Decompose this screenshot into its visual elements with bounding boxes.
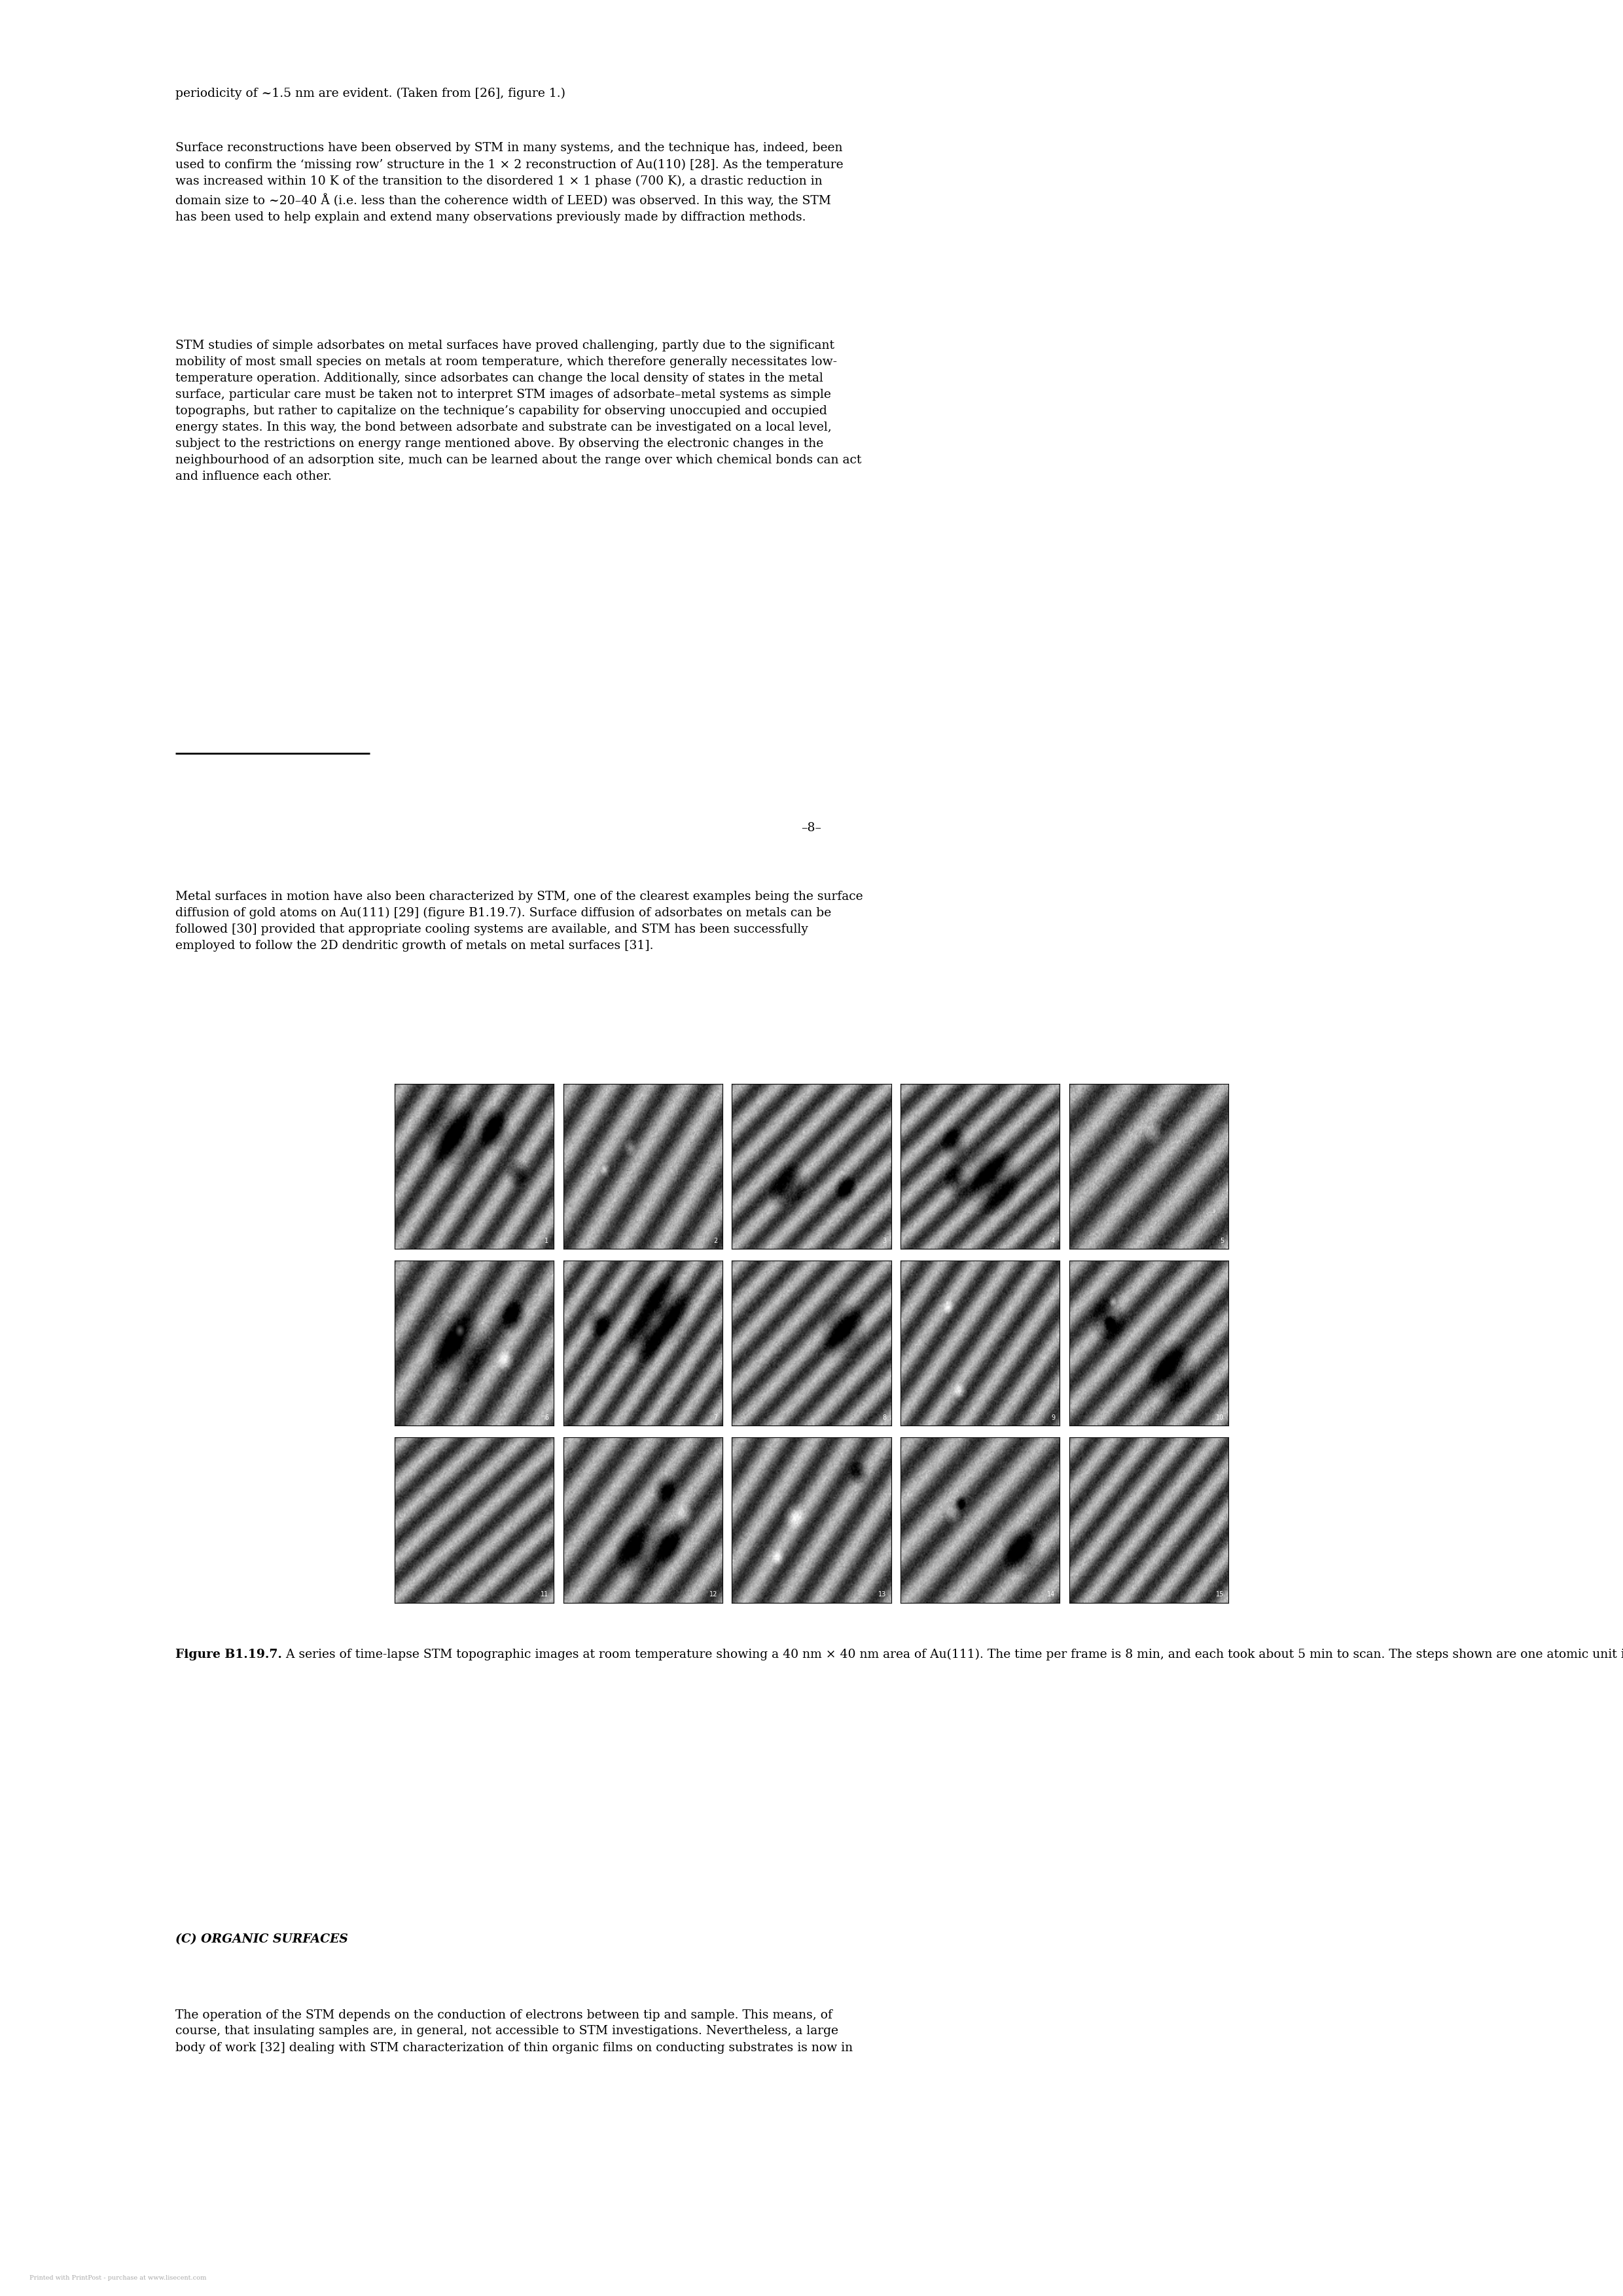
Text: (C) ORGANIC SURFACES: (C) ORGANIC SURFACES (175, 1933, 347, 1945)
Text: Metal surfaces in motion have also been characterized by STM, one of the cleares: Metal surfaces in motion have also been … (175, 891, 863, 953)
Text: STM studies of simple adsorbates on metal surfaces have proved challenging, part: STM studies of simple adsorbates on meta… (175, 340, 862, 482)
Text: Figure B1.19.7.: Figure B1.19.7. (175, 1649, 282, 1660)
Text: The operation of the STM depends on the conduction of electrons between tip and : The operation of the STM depends on the … (175, 2009, 852, 2053)
Text: Printed with PrintPost - purchase at www.lisecent.com: Printed with PrintPost - purchase at www… (29, 2275, 206, 2282)
Text: periodicity of ~1.5 nm are evident. (Taken from [26], figure 1.): periodicity of ~1.5 nm are evident. (Tak… (175, 87, 565, 99)
Text: –8–: –8– (802, 822, 821, 833)
Text: A series of time-lapse STM topographic images at room temperature showing a 40 n: A series of time-lapse STM topographic i… (282, 1649, 1623, 1660)
Text: Surface reconstructions have been observed by STM in many systems, and the techn: Surface reconstructions have been observ… (175, 142, 844, 223)
